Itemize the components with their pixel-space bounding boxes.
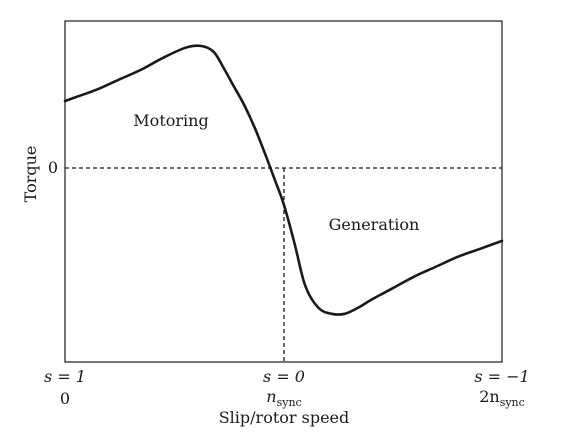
- plot-frame: [64, 20, 503, 363]
- y-axis-label: Torque: [21, 146, 40, 203]
- region-label-generation: Generation: [329, 215, 420, 234]
- y-zero-label: 0: [48, 158, 58, 177]
- x-axis-label: Slip/rotor speed: [219, 408, 350, 427]
- x-tick-slip-label-0: s = 1: [44, 367, 86, 386]
- x-tick-speed-main-1: n: [266, 387, 276, 406]
- x-tick-speed-sub-2: sync: [500, 396, 525, 409]
- x-tick-speed-label-1: nsync: [266, 387, 301, 409]
- x-tick-slip-label-2: s = −1: [474, 367, 529, 386]
- x-tick-speed-main-2: 2n: [479, 387, 499, 406]
- region-label-motoring: Motoring: [133, 111, 208, 130]
- torque-curve: [63, 44, 504, 316]
- x-tick-speed-label-2: 2nsync: [479, 387, 525, 409]
- x-tick-speed-sub-1: sync: [277, 396, 302, 409]
- x-tick-slip-label-1: s = 0: [263, 367, 305, 386]
- x-tick-speed-label-0: 0: [60, 389, 70, 408]
